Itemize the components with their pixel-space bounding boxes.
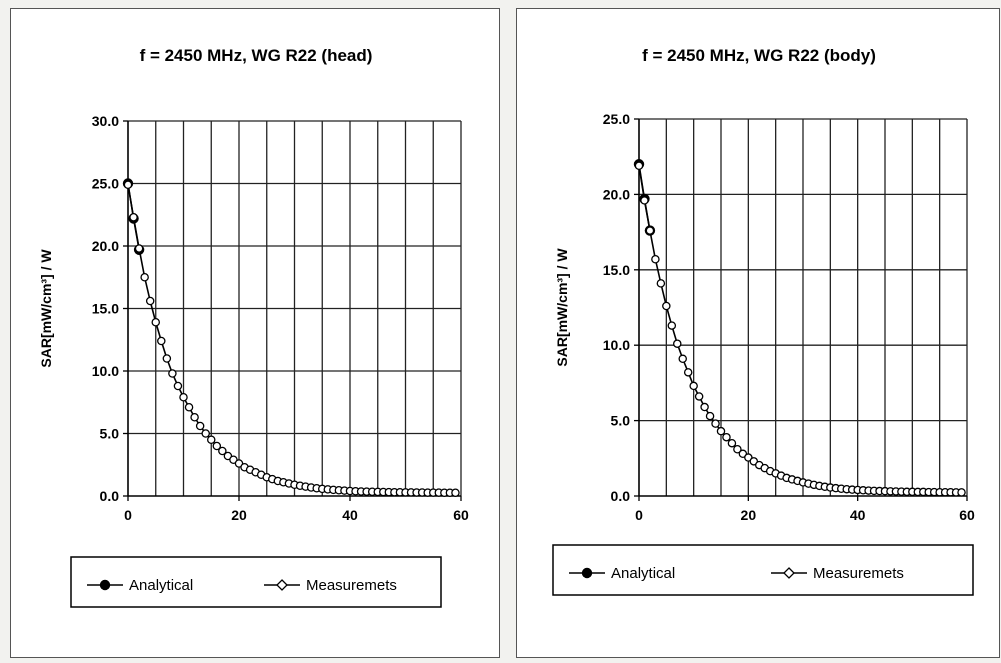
x-tick-label: 40 <box>850 507 866 523</box>
data-point-measurement <box>180 394 187 401</box>
y-tick-label: 30.0 <box>92 113 119 129</box>
data-point-measurement <box>147 297 154 304</box>
data-point-measurement <box>652 256 659 263</box>
data-point-measurement <box>646 227 653 234</box>
data-point-measurement <box>674 340 681 347</box>
y-tick-label: 25.0 <box>603 111 630 127</box>
legend-label-measuremets: Measuremets <box>813 565 904 582</box>
chart-head-svg: f = 2450 MHz, WG R22 (head) 0.0 5.0 10.0 15.… <box>11 9 501 659</box>
data-point-measurement <box>152 319 159 326</box>
data-point-measurement <box>635 162 642 169</box>
chart-body-svg: f = 2450 MHz, WG R22 (body) 0.0 5.0 10.0 15.… <box>517 9 1001 659</box>
y-tick-label: 5.0 <box>100 426 120 442</box>
legend: Analytical Measuremets <box>71 557 441 607</box>
data-point-measurement <box>679 355 686 362</box>
grid <box>128 121 461 496</box>
data-point-measurement <box>696 393 703 400</box>
chart-panel-head: f = 2450 MHz, WG R22 (head) 0.0 5.0 10.0 15.… <box>10 8 500 658</box>
data-point-measurement <box>141 274 148 281</box>
data-point-measurement <box>191 414 198 421</box>
data-point-measurement <box>706 412 713 419</box>
y-axis-label: SAR[mW/cm³] / W <box>38 249 54 368</box>
chart-title: f = 2450 MHz, WG R22 (body) <box>642 46 876 65</box>
y-tick-label: 10.0 <box>603 337 630 353</box>
y-tick-label: 0.0 <box>100 488 120 504</box>
data-point-measurement <box>668 322 675 329</box>
data-point-measurement <box>958 489 965 496</box>
data-point-measurement <box>158 337 165 344</box>
y-tick-label: 25.0 <box>92 176 119 192</box>
data-point-measurement <box>663 302 670 309</box>
legend-label-measuremets: Measuremets <box>306 577 397 594</box>
data-point-measurement <box>690 382 697 389</box>
chart-title: f = 2450 MHz, WG R22 (head) <box>140 46 373 65</box>
x-tick-label: 60 <box>959 507 975 523</box>
y-tick-label: 20.0 <box>603 186 630 202</box>
y-tick-label: 10.0 <box>92 363 119 379</box>
series-measuremets <box>635 162 965 496</box>
data-point-measurement <box>202 430 209 437</box>
x-tick-label: 0 <box>124 507 132 523</box>
data-point-measurement <box>641 197 648 204</box>
data-point-measurement <box>197 422 204 429</box>
data-point-measurement <box>712 420 719 427</box>
data-point-measurement <box>124 181 131 188</box>
data-point-measurement <box>208 436 215 443</box>
data-point-measurement <box>701 403 708 410</box>
series-measuremets <box>124 181 459 496</box>
data-point-measurement <box>136 245 143 252</box>
data-point-measurement <box>685 369 692 376</box>
series-line <box>128 185 455 493</box>
legend-marker-filled <box>582 568 592 578</box>
data-point-measurement <box>169 370 176 377</box>
y-tick-label: 0.0 <box>611 488 631 504</box>
data-point-measurement <box>717 428 724 435</box>
x-tick-label: 20 <box>741 507 757 523</box>
x-tick-label: 40 <box>342 507 358 523</box>
series-line <box>639 166 962 493</box>
x-tick-label: 20 <box>231 507 247 523</box>
y-tick-label: 20.0 <box>92 238 119 254</box>
grid <box>639 119 967 496</box>
data-point-measurement <box>174 382 181 389</box>
legend: Analytical Measuremets <box>553 545 973 595</box>
data-point-measurement <box>723 434 730 441</box>
y-axis-label: SAR[mW/cm³] / W <box>554 248 570 367</box>
y-tick-label: 5.0 <box>611 413 631 429</box>
data-point-measurement <box>130 214 137 221</box>
data-point-measurement <box>657 280 664 287</box>
y-tick-label: 15.0 <box>92 301 119 317</box>
data-point-measurement <box>185 404 192 411</box>
x-tick-label: 0 <box>635 507 643 523</box>
legend-label-analytical: Analytical <box>611 565 675 582</box>
legend-label-analytical: Analytical <box>129 577 193 594</box>
data-point-measurement <box>163 355 170 362</box>
x-tick-label: 60 <box>453 507 469 523</box>
legend-marker-filled <box>100 580 110 590</box>
chart-panel-body: f = 2450 MHz, WG R22 (body) 0.0 5.0 10.0 15.… <box>516 8 1000 658</box>
data-point-measurement <box>452 489 459 496</box>
data-point-measurement <box>728 440 735 447</box>
y-tick-label: 15.0 <box>603 262 630 278</box>
